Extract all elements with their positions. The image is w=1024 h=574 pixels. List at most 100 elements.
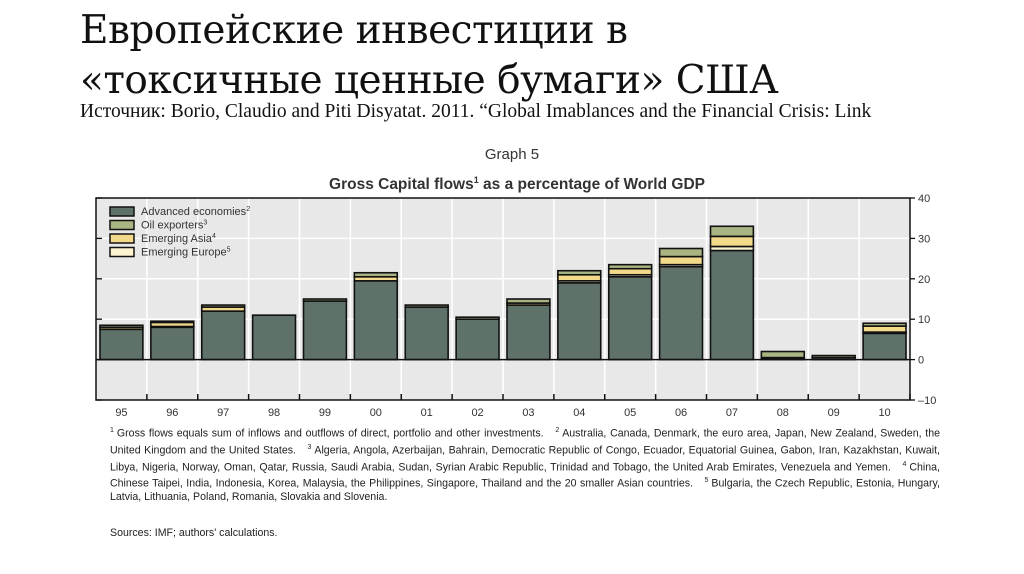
bar-segment <box>404 306 449 361</box>
title-line-2: «токсичные ценные бумаги» США <box>80 58 779 103</box>
y-tick-label: 30 <box>918 233 930 245</box>
legend-label: Oil exporters3 <box>141 220 207 232</box>
y-tick-label: 0 <box>918 355 924 367</box>
legend-label: Advanced economies2 <box>141 206 250 218</box>
footnotes: 1 Gross flows equals sum of inflows and o… <box>110 424 940 505</box>
bar-segment <box>251 314 297 361</box>
bar-stack-99 <box>302 298 348 361</box>
bar-segment <box>353 271 399 278</box>
chart-title-sup: 1 <box>473 175 479 185</box>
bar-segment <box>557 282 602 361</box>
bar-segment <box>150 326 195 361</box>
bar-segment <box>99 324 144 329</box>
legend-label: Emerging Asia4 <box>141 233 216 245</box>
bar-segment <box>658 247 704 258</box>
x-tick-label: 99 <box>319 407 331 419</box>
x-tick-label: 06 <box>675 407 687 419</box>
bar-segment <box>455 316 500 320</box>
chart-title-rest: as a percentage of World GDP <box>478 176 705 194</box>
legend-swatch <box>109 206 135 217</box>
bar-segment <box>658 255 704 266</box>
chart-title-main: Gross Capital flows <box>329 176 474 194</box>
bar-segment <box>302 300 348 361</box>
bar-segment <box>150 320 195 324</box>
plot-frame <box>95 197 911 401</box>
sources-note: Sources: IMF; authors' calculations. <box>110 527 278 539</box>
bar-segment <box>353 280 399 361</box>
bar-segment <box>557 273 602 282</box>
footnote-marker: 1 <box>110 427 114 434</box>
bar-stack-95 <box>99 324 144 361</box>
bar-stack-01 <box>404 304 449 361</box>
bar-segment <box>709 249 755 361</box>
bar-stack-02 <box>455 316 500 361</box>
bar-segment <box>607 275 653 361</box>
legend-swatch <box>109 219 135 231</box>
x-tick-label: 04 <box>573 407 585 419</box>
footnote-text: Gross flows equals sum of inflows and ou… <box>116 427 544 440</box>
footnote-marker: 4 <box>902 460 907 468</box>
footnote-text: Algeria, Angola, Azerbaijan, Bahrain, De… <box>110 444 940 474</box>
bar-stack-04 <box>557 269 602 361</box>
y-tick-label: 20 <box>918 274 930 286</box>
x-tick-label: 97 <box>217 407 229 419</box>
chart-title: Gross Capital flows1 as a percentage of … <box>0 175 1024 194</box>
bar-segment <box>709 235 755 248</box>
footnote-marker: 3 <box>307 443 312 451</box>
bar-segment <box>811 354 856 359</box>
title-line-1: Европейские инвестиции в <box>80 8 628 53</box>
bar-segment <box>200 304 246 308</box>
bar-segment <box>760 350 806 359</box>
bar-segment <box>709 225 755 238</box>
bar-segment <box>862 322 907 327</box>
x-tick-label: 10 <box>878 407 890 419</box>
bar-stack-00 <box>353 271 399 361</box>
graph-label: Graph 5 <box>484 146 540 163</box>
x-tick-label: 09 <box>828 407 840 419</box>
bar-segment <box>404 304 449 308</box>
x-tick-label: 05 <box>624 407 636 419</box>
x-tick-label: 07 <box>726 407 738 419</box>
footnote-marker: 2 <box>555 427 560 434</box>
x-tick-label: 95 <box>115 407 127 419</box>
bar-stack-08 <box>760 350 806 361</box>
bar-stack-98 <box>251 314 297 361</box>
bar-stack-05 <box>607 263 653 361</box>
bar-segment <box>302 298 348 302</box>
slide-title: Европейские инвестиции в «токсичные ценны… <box>80 6 779 106</box>
bar-segment <box>99 328 144 361</box>
bar-stack-07 <box>709 225 755 361</box>
bar-segment <box>506 298 551 304</box>
x-tick-label: 08 <box>777 407 789 419</box>
y-tick-label: –10 <box>918 395 936 407</box>
bar-segment <box>506 304 551 361</box>
bar-segment <box>557 269 602 276</box>
bar-stack-06 <box>658 247 704 361</box>
bar-segment <box>658 265 704 361</box>
x-tick-label: 03 <box>522 407 534 419</box>
bar-stack-03 <box>506 298 551 361</box>
footnote-text: Bulgaria, the Czech Republic, Estonia, H… <box>110 478 940 504</box>
x-tick-label: 01 <box>421 407 433 419</box>
bar-stack-09 <box>811 354 856 361</box>
footnote-text: Australia, Canada, Denmark, the euro are… <box>110 427 941 457</box>
y-tick-label: 10 <box>918 314 930 326</box>
bar-segment <box>455 318 500 361</box>
x-tick-label: 02 <box>471 407 483 419</box>
bar-stack-97 <box>200 304 246 361</box>
bar-segment <box>200 310 246 361</box>
bar-stack-96 <box>150 320 195 361</box>
source-citation: Источник: Borio, Claudio and Piti Disyat… <box>80 101 872 122</box>
x-tick-label: 00 <box>370 407 382 419</box>
footnote-marker: 5 <box>704 477 709 485</box>
legend-label: Emerging Europe5 <box>141 247 231 259</box>
bar-stack-10 <box>862 322 907 361</box>
y-tick-label: 40 <box>918 193 930 205</box>
x-tick-label: 98 <box>268 407 280 419</box>
bar-segment <box>862 332 907 361</box>
x-tick-label: 96 <box>166 407 178 419</box>
bar-segment <box>607 267 653 276</box>
legend-swatch <box>109 233 135 244</box>
